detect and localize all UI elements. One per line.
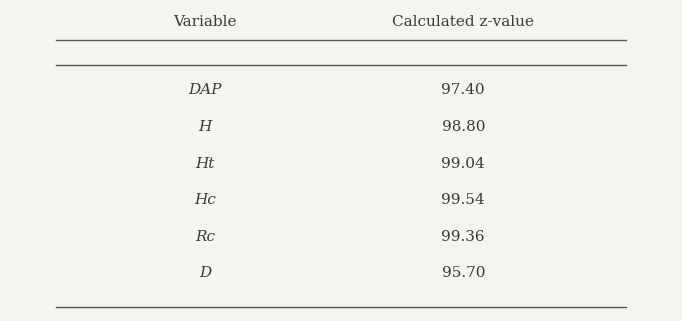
Text: D: D [199,266,211,281]
Text: Variable: Variable [173,15,237,29]
Text: 99.36: 99.36 [441,230,485,244]
Text: 99.54: 99.54 [441,193,485,207]
Text: Hc: Hc [194,193,216,207]
Text: 99.04: 99.04 [441,157,485,171]
Text: Rc: Rc [195,230,215,244]
Text: 97.40: 97.40 [441,83,485,98]
Text: 98.80: 98.80 [441,120,485,134]
Text: 95.70: 95.70 [441,266,485,281]
Text: H: H [198,120,212,134]
Text: Calculated z-value: Calculated z-value [392,15,534,29]
Text: Ht: Ht [196,157,215,171]
Text: DAP: DAP [188,83,222,98]
